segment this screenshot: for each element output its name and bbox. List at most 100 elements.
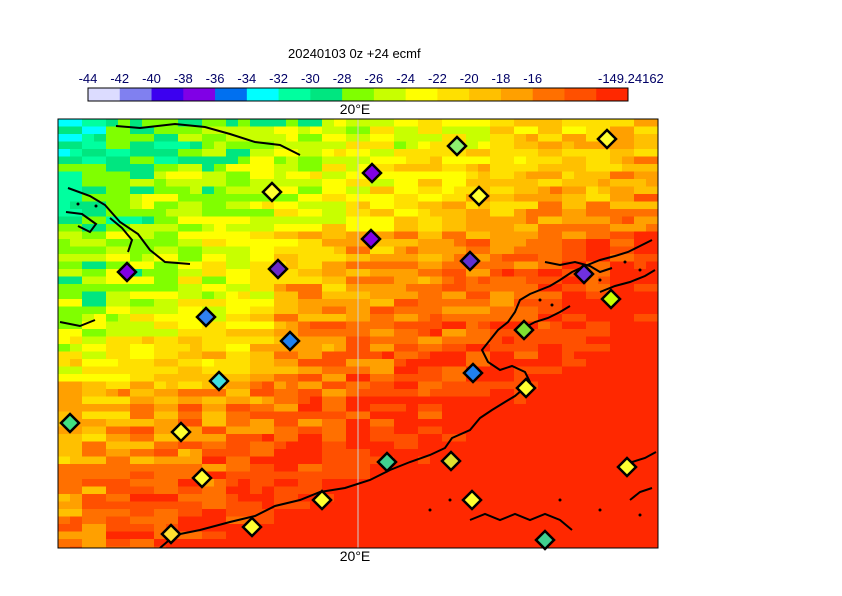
field-cell (250, 426, 263, 435)
field-cell (634, 359, 647, 368)
field-cell (238, 546, 251, 548)
field-cell (226, 329, 239, 338)
field-cell (262, 261, 275, 270)
field-cell (346, 501, 359, 510)
field-cell (154, 539, 167, 548)
field-cell (250, 246, 263, 255)
field-cell (154, 464, 167, 473)
field-cell (466, 441, 479, 450)
field-cell (190, 426, 203, 435)
field-cell (58, 284, 71, 293)
field-cell (502, 464, 515, 473)
field-cell (166, 479, 179, 488)
field-cell (466, 381, 479, 390)
field-cell (214, 119, 227, 128)
colorbar-tick-label: -26 (364, 71, 384, 86)
field-cell (562, 426, 575, 435)
field-cell (154, 141, 167, 150)
field-cell (214, 344, 227, 353)
field-cell (358, 239, 371, 248)
field-cell (406, 306, 419, 315)
field-cell (250, 516, 263, 525)
field-cell (466, 299, 479, 308)
field-cell (526, 456, 539, 465)
field-cell (430, 239, 443, 248)
field-cell (478, 224, 491, 233)
field-cell (634, 464, 647, 473)
field-cell (514, 411, 527, 420)
field-cell (190, 186, 203, 195)
colorbar-swatch (342, 88, 375, 101)
field-cell (502, 344, 515, 353)
field-cell (634, 479, 647, 488)
field-cell (598, 321, 611, 330)
field-cell (430, 156, 443, 165)
field-cell (118, 216, 131, 225)
field-cell (262, 164, 275, 173)
field-cell (586, 509, 599, 518)
field-cell (82, 539, 95, 548)
field-cell (514, 524, 527, 533)
field-cell (286, 336, 299, 345)
field-cell (250, 321, 263, 330)
field-cell (130, 201, 143, 210)
field-cell (310, 231, 323, 240)
field-cell (406, 119, 419, 128)
field-cell (154, 344, 167, 353)
field-cell (262, 389, 275, 398)
field-cell (118, 291, 131, 300)
field-cell (178, 494, 191, 503)
field-cell (430, 486, 443, 495)
field-cell (478, 389, 491, 398)
field-cell (490, 344, 503, 353)
field-cell (238, 306, 251, 315)
field-cell (586, 389, 599, 398)
field-cell (646, 381, 658, 390)
field-cell (454, 156, 467, 165)
field-cell (442, 239, 455, 248)
field-cell (490, 261, 503, 270)
field-cell (166, 494, 179, 503)
field-cell (466, 254, 479, 263)
field-cell (70, 411, 83, 420)
field-cell (370, 306, 383, 315)
field-cell (406, 246, 419, 255)
field-cell (214, 524, 227, 533)
field-cell (226, 456, 239, 465)
field-cell (274, 329, 287, 338)
field-cell (286, 246, 299, 255)
field-cell (454, 336, 467, 345)
field-cell (550, 239, 563, 248)
field-cell (298, 314, 311, 323)
station-marker (195, 306, 217, 328)
field-cell (574, 134, 587, 143)
field-cell (430, 329, 443, 338)
field-cell (154, 479, 167, 488)
field-cell (358, 449, 371, 458)
field-cell (226, 194, 239, 203)
field-cell (178, 516, 191, 525)
field-cell (466, 284, 479, 293)
field-cell (154, 449, 167, 458)
field-cell (490, 231, 503, 240)
field-cell (166, 231, 179, 240)
field-cell (58, 291, 71, 300)
field-cell (514, 374, 527, 383)
field-cell (622, 134, 635, 143)
field-cell (298, 396, 311, 405)
field-cell (478, 156, 491, 165)
field-cell (226, 314, 239, 323)
field-cell (286, 516, 299, 525)
field-cell (58, 509, 71, 518)
field-cell (250, 269, 263, 278)
field-cell (418, 291, 431, 300)
field-cell (274, 141, 287, 150)
field-cell (130, 494, 143, 503)
field-cell (238, 539, 251, 548)
field-cell (634, 426, 647, 435)
field-cell (574, 471, 587, 480)
field-cell (70, 224, 83, 233)
field-cell (598, 501, 611, 510)
field-cell (358, 374, 371, 383)
field-cell (562, 291, 575, 300)
